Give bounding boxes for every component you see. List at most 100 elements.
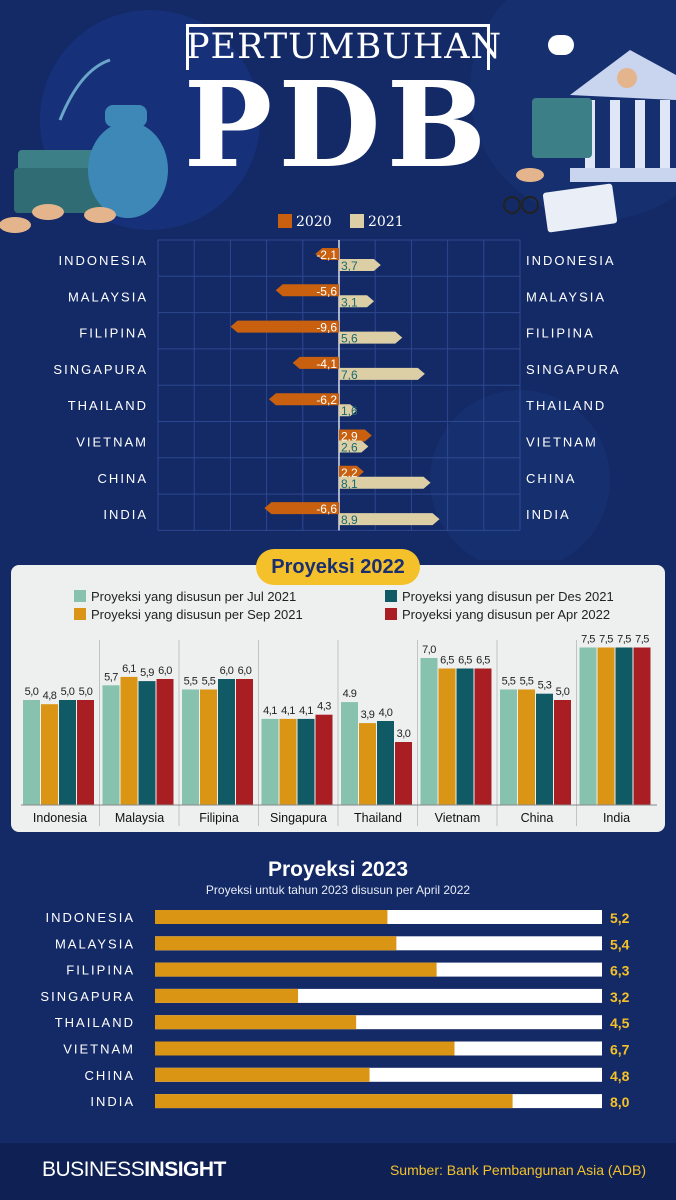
legend-swatch (74, 590, 86, 602)
row-label: CHINA (85, 1068, 135, 1083)
bar-value-label: -6,6 (316, 502, 337, 516)
bar (200, 689, 217, 805)
row-label-right: VIETNAM (526, 435, 598, 450)
bar-value-label: 4,0 (379, 707, 393, 719)
row-label-right: INDIA (526, 507, 571, 522)
bar-fill (155, 1015, 357, 1030)
bar (615, 647, 633, 805)
bar-value-label: 7,5 (617, 634, 631, 646)
bar (359, 723, 376, 805)
bar-value-label: 6,0 (158, 665, 172, 677)
bar-2021 (339, 404, 358, 417)
bar-value-label: 5,5 (520, 676, 534, 688)
bar (156, 679, 174, 805)
legend-swatch (74, 608, 86, 620)
bar (59, 700, 76, 805)
bar-fill (155, 988, 299, 1003)
category-label: Malaysia (115, 811, 164, 825)
bar (138, 681, 156, 805)
bar-2020 (230, 320, 339, 333)
row-label: SINGAPURA (40, 989, 135, 1004)
bar-value-label: 5,9 (140, 667, 154, 679)
bar-value-label: 5,4 (610, 936, 630, 952)
legend-label: Proyeksi yang disusun per Apr 2022 (402, 607, 610, 622)
bar (377, 721, 394, 805)
category-label: Filipina (199, 811, 239, 825)
bar-value-label: 7,5 (581, 634, 595, 646)
bar-fill (155, 936, 397, 951)
bar-value-label: 6,0 (220, 665, 234, 677)
row-label-right: CHINA (526, 471, 576, 486)
bar-value-label: 6,3 (610, 963, 630, 979)
legend-swatch-2021 (350, 214, 364, 228)
proyeksi-2023-title: Proyeksi 2023 (267, 858, 409, 881)
bar-value-label: 5,0 (61, 686, 75, 698)
bar-value-label: 5,7 (104, 671, 118, 683)
bar-2021 (339, 476, 431, 489)
bar-2021 (339, 331, 403, 344)
legend-label: Proyeksi yang disusun per Des 2021 (402, 589, 614, 604)
bar-value-label: 5,0 (79, 686, 93, 698)
row-label: THAILAND (55, 1015, 135, 1030)
row-label: FILIPINA (66, 963, 135, 978)
bar-value-label: 3,9 (361, 709, 375, 721)
bar-value-label: 5,2 (610, 910, 630, 926)
bar (420, 658, 438, 805)
bar (536, 693, 553, 805)
brand-logo: BUSINESSINSIGHT (42, 1158, 226, 1182)
money-bag-icon (0, 58, 168, 233)
brand-light: BUSINESS (42, 1158, 145, 1181)
bar-2020 (292, 356, 339, 369)
bar-value-label: 2,6 (341, 441, 358, 455)
category-label: Thailand (354, 811, 402, 825)
bank-building-icon (503, 35, 676, 233)
category-label: India (603, 811, 630, 825)
legend-label: Proyeksi yang disusun per Jul 2021 (91, 589, 296, 604)
legend-swatch (385, 590, 397, 602)
bar-value-label: 4,5 (610, 1015, 630, 1031)
decorative-illustrations (0, 0, 676, 560)
bar (41, 704, 58, 805)
bar-value-label: 5,3 (538, 680, 552, 692)
row-label-left: INDIA (103, 507, 148, 522)
bar-value-label: 5,5 (184, 676, 198, 688)
row-label: INDONESIA (45, 910, 135, 925)
bar (456, 668, 474, 805)
legend-swatch-2020 (278, 214, 292, 228)
bar-value-label: 6,5 (458, 655, 472, 667)
bar-value-label: 4,8 (43, 690, 57, 702)
bar (297, 718, 315, 805)
bar-value-label: -2,1 (316, 248, 337, 262)
bar-value-label: -4,1 (316, 357, 337, 371)
bar-fill (155, 910, 388, 924)
bar (77, 700, 94, 805)
bar-value-label: 6,5 (440, 655, 454, 667)
bar (395, 742, 412, 805)
bar-2021 (339, 513, 440, 526)
bar-value-label: 3,0 (397, 728, 411, 740)
bar-2020 (315, 248, 339, 260)
bar-2021 (339, 295, 375, 308)
row-label-left: VIETNAM (76, 435, 148, 450)
row-label-left: INDONESIA (58, 253, 148, 268)
bar-value-label: 5,5 (502, 676, 516, 688)
bar (554, 700, 571, 805)
bar-value-label: 8,9 (341, 513, 358, 527)
bar-value-label: 7,5 (599, 634, 613, 646)
bar-2020 (339, 429, 372, 442)
row-label-right: THAILAND (526, 398, 606, 413)
bar (261, 718, 279, 805)
row-label-left: SINGAPURA (53, 362, 148, 377)
bar-value-label: 6,5 (476, 655, 490, 667)
bar-value-label: 3,2 (610, 989, 630, 1005)
bar-value-label: 4.9 (343, 688, 357, 700)
category-label: Singapura (270, 811, 327, 825)
bar-value-label: 4,1 (263, 705, 277, 717)
bar-fill (155, 1094, 513, 1109)
bar-value-label: 2,2 (341, 466, 358, 480)
bar-value-label: 4,8 (610, 1068, 630, 1084)
bar-value-label: 8,0 (610, 1094, 630, 1110)
bar-value-label: 3,7 (341, 259, 358, 273)
bar-value-label: 6,7 (610, 1042, 630, 1058)
